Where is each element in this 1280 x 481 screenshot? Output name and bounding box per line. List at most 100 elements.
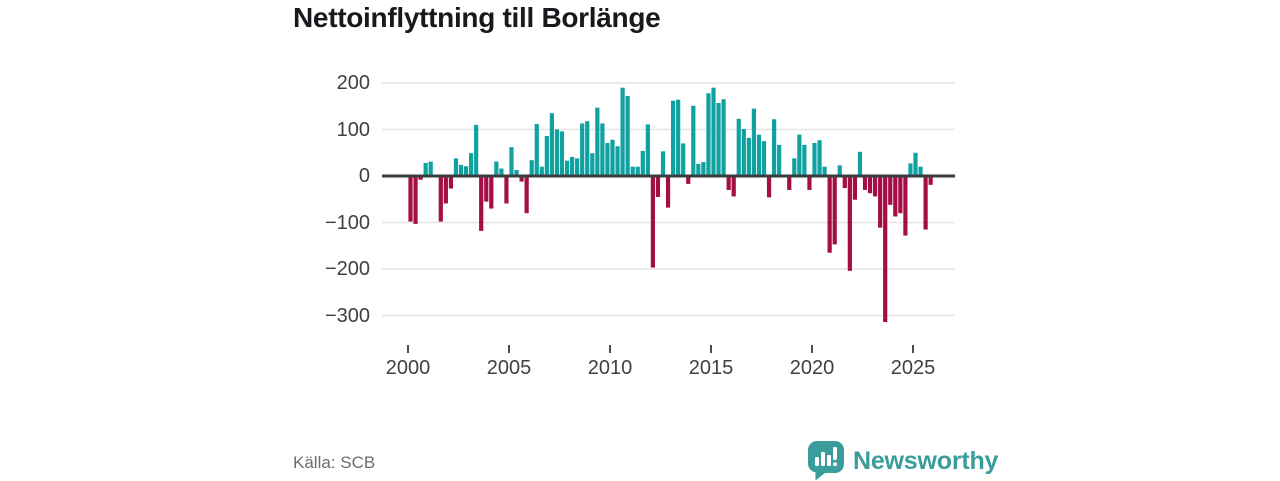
bar-2021Q1 [832,176,837,245]
bar-2002Q3 [458,164,464,176]
bar-2025Q4 [928,176,933,185]
bar-2019Q1 [792,158,797,176]
bar-2016Q3 [741,129,746,176]
bar-2021Q4 [847,176,852,271]
bar-2007Q4 [564,160,570,177]
x-axis-label: 2025 [890,357,936,379]
bar-2013Q3 [681,143,686,176]
bar-2002Q1 [448,176,453,189]
bar-2004Q3 [499,168,504,176]
bar-2006Q3 [539,166,544,176]
bar-2008Q4 [585,121,590,176]
x-axis-label: 2020 [789,357,835,379]
source-note: Källa: SCB [293,453,376,472]
bar-2005Q3 [519,176,524,182]
bar-2022Q1 [852,176,857,200]
newsworthy-logo-icon [808,441,844,481]
bar-2010Q3 [620,87,625,176]
bar-2007Q1 [549,113,554,176]
bar-2006Q1 [529,160,534,176]
bar-2023Q2 [878,176,883,228]
chart-title: Nettoinflyttning till Borlänge [293,2,661,33]
bar-2025Q3 [923,176,928,230]
bar-2010Q2 [615,146,620,176]
bar-2015Q3 [721,99,726,176]
bar-2014Q3 [701,162,706,176]
bar-2009Q2 [595,107,600,176]
bar-2003Q2 [474,124,479,176]
bar-2015Q4 [726,176,731,190]
bar-2022Q2 [857,151,863,176]
bar-2000Q4 [423,162,428,176]
x-axis-label: 2005 [486,357,532,379]
bar-2025Q2 [918,166,923,176]
bar-2020Q1 [812,142,817,177]
bar-2023Q1 [873,176,878,197]
bar-2015Q1 [711,87,716,176]
bar-2011Q2 [635,166,640,176]
bar-2013Q4 [686,176,691,184]
bar-2020Q3 [822,166,827,176]
bar-2017Q4 [766,176,772,198]
bar-2004Q1 [489,176,494,209]
brand-name: Newsworthy [853,446,999,475]
bar-2024Q1 [893,176,898,217]
bar-2003Q1 [469,153,474,177]
bar-2005Q4 [524,176,529,214]
bar-2019Q3 [802,144,807,176]
bar-2016Q1 [731,176,736,197]
bar-2016Q4 [746,137,751,176]
bar-2022Q4 [867,176,873,194]
bar-2010Q4 [625,96,630,176]
bar-2015Q2 [716,102,721,176]
bar-2004Q2 [494,161,499,177]
bar-2008Q3 [580,123,585,176]
bar-2025Q1 [913,152,918,176]
bar-2019Q4 [807,176,812,190]
y-axis-label: 100 [336,118,370,141]
bar-2017Q2 [756,134,762,177]
bar-2006Q2 [534,123,539,176]
bar-2011Q4 [645,124,650,176]
y-axis-label: 0 [358,165,370,187]
y-axis-label: −100 [324,211,370,234]
bar-2018Q2 [777,144,782,176]
bar-2020Q2 [817,140,822,176]
bar-2005Q2 [514,169,519,176]
bar-2002Q4 [463,166,469,177]
x-axis-label: 2000 [385,357,431,379]
bar-2020Q4 [827,176,832,253]
bar-2018Q4 [787,176,792,190]
bar-2000Q1 [408,176,413,222]
x-axis-label: 2010 [587,357,633,379]
bar-2008Q1 [570,156,575,177]
bar-2008Q2 [575,158,580,176]
y-axis-label: −200 [324,258,370,280]
y-axis-label: −300 [324,304,370,327]
bar-2007Q3 [559,131,565,176]
bar-2013Q1 [671,100,676,176]
bar-2024Q3 [903,176,908,236]
bar-2001Q1 [428,161,433,177]
bar-2003Q3 [479,176,484,231]
bar-2012Q4 [665,176,671,208]
bar-2001Q4 [443,176,448,204]
bar-2011Q3 [640,150,645,176]
bar-2011Q1 [630,166,635,176]
bar-2024Q4 [908,163,913,176]
bar-2000Q3 [418,176,423,180]
bar-2022Q3 [862,176,868,190]
bar-2003Q4 [484,176,489,202]
bar-2007Q2 [554,129,560,176]
bar-2019Q2 [797,134,802,177]
bar-2013Q2 [676,99,681,176]
bar-2009Q3 [600,123,605,176]
brand-footer: Newsworthy [808,441,998,481]
y-axis-label: 200 [336,72,370,94]
bar-2010Q1 [610,139,615,176]
bar-2000Q2 [413,176,418,224]
bar-2002Q2 [453,158,459,176]
x-axis-label: 2015 [688,357,734,379]
bar-2014Q2 [696,163,701,176]
